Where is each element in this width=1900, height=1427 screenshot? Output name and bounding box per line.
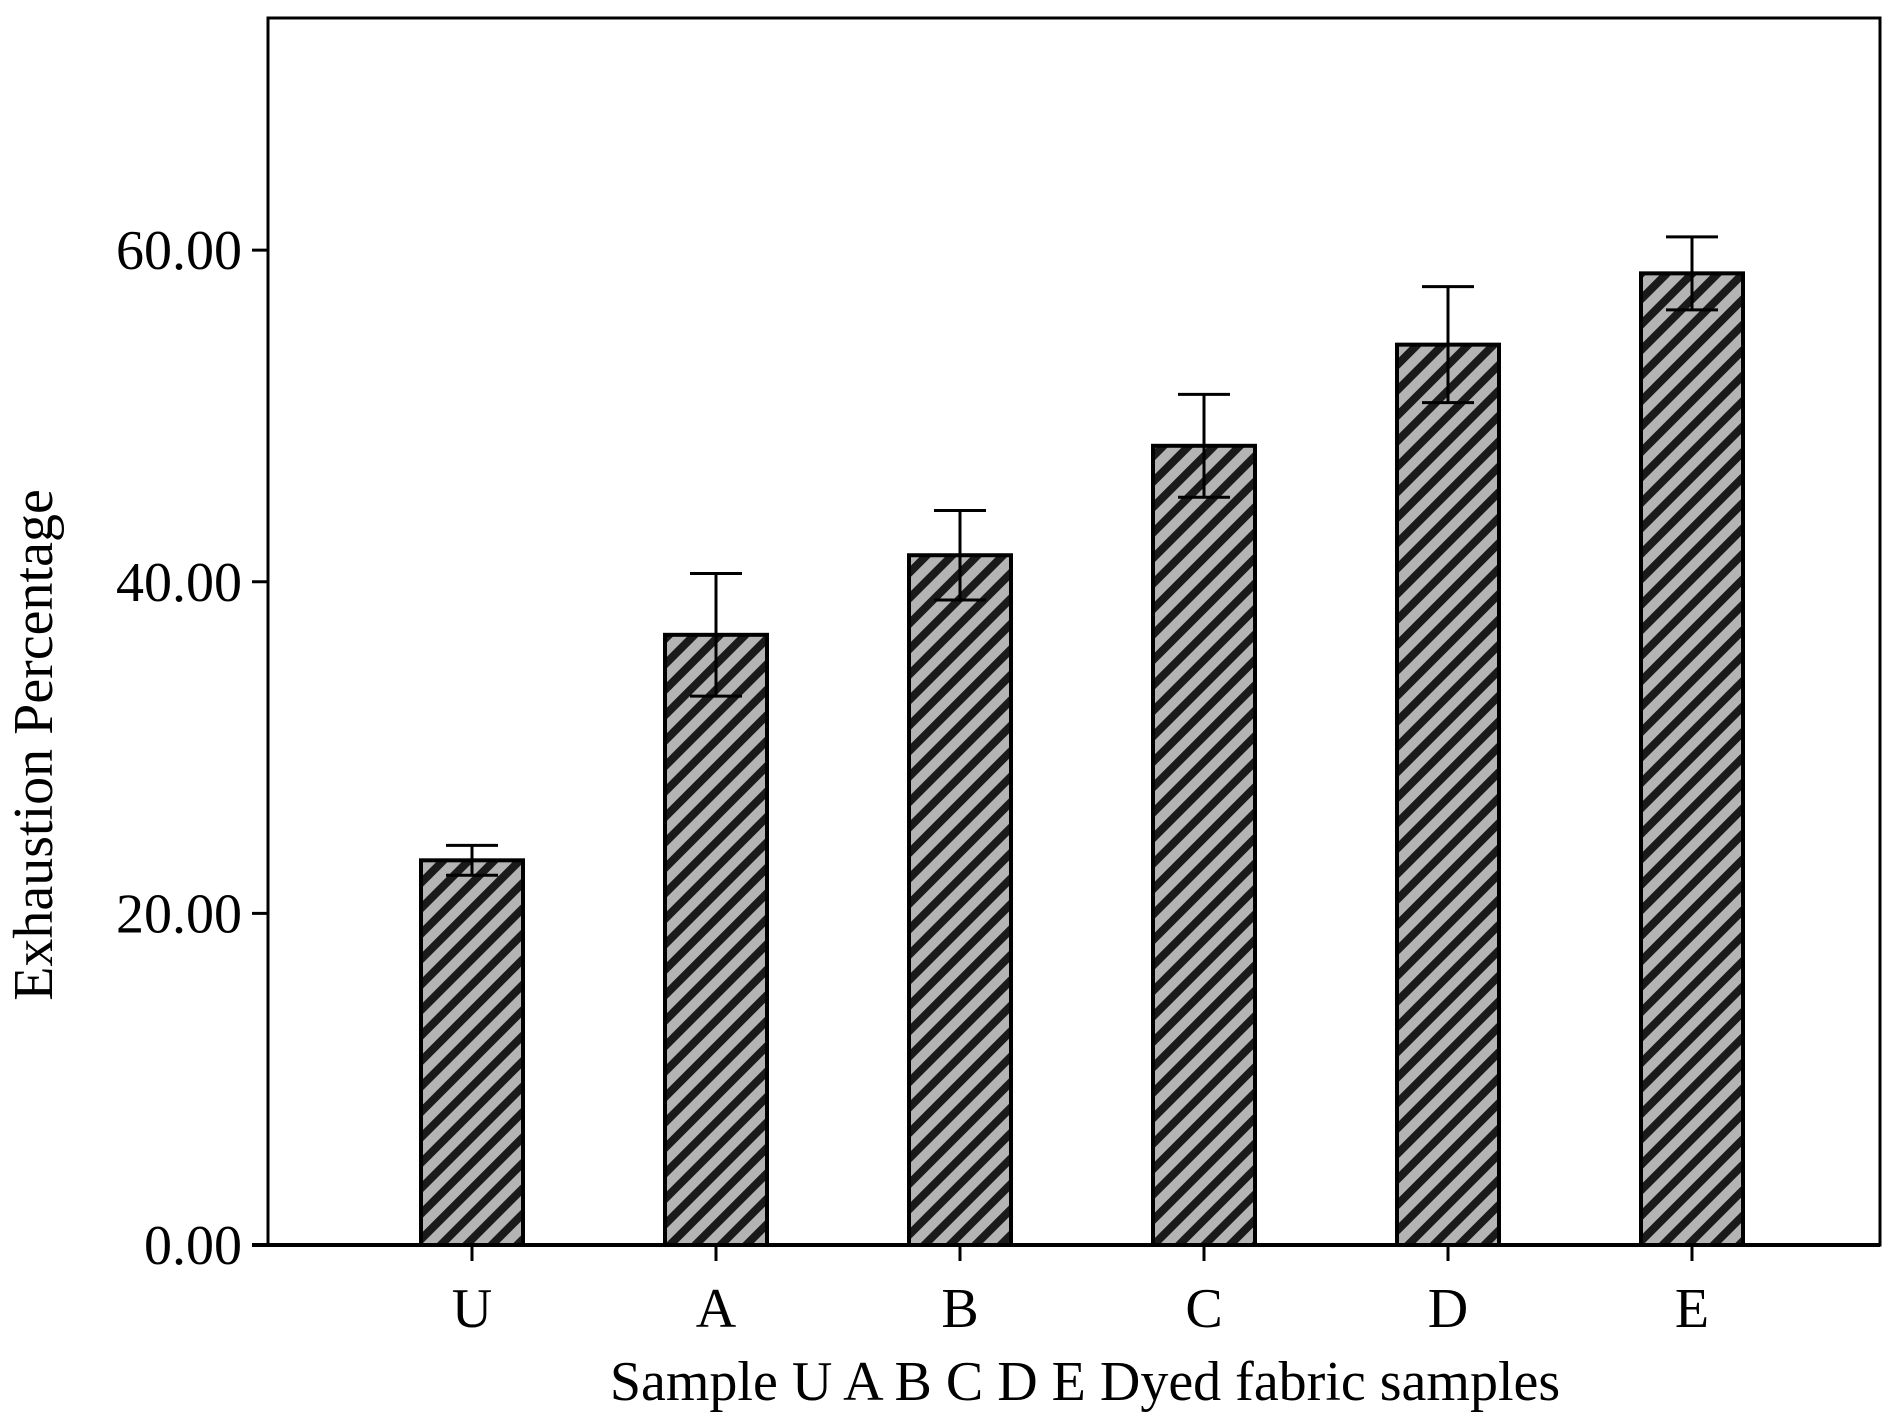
bar-A bbox=[663, 632, 769, 1247]
bars bbox=[419, 271, 1745, 1248]
x-tick-label-E: E bbox=[1675, 1278, 1709, 1340]
y-axis-title: Exhaustion Percentage bbox=[3, 489, 65, 1001]
x-tick-label-A: A bbox=[696, 1278, 737, 1340]
x-tick-label-C: C bbox=[1185, 1278, 1222, 1340]
x-axis-title: Sample U A B C D E Dyed fabric samples bbox=[610, 1351, 1560, 1413]
bar-U bbox=[419, 858, 525, 1247]
y-tick-label: 60.00 bbox=[116, 220, 242, 282]
bar-E bbox=[1639, 271, 1745, 1248]
x-tick-label-B: B bbox=[941, 1278, 978, 1340]
bar-C bbox=[1151, 443, 1257, 1248]
y-tick-label: 0.00 bbox=[144, 1215, 242, 1277]
y-tick-label: 20.00 bbox=[116, 883, 242, 945]
error-bars bbox=[446, 235, 1718, 877]
x-tick-label-U: U bbox=[452, 1278, 492, 1340]
y-axis: 0.00 20.00 40.00 60.00 bbox=[116, 220, 268, 1277]
bar-D bbox=[1395, 342, 1501, 1248]
y-tick-label: 40.00 bbox=[116, 552, 242, 614]
x-tick-label-D: D bbox=[1428, 1278, 1468, 1340]
bar-B bbox=[907, 553, 1013, 1247]
